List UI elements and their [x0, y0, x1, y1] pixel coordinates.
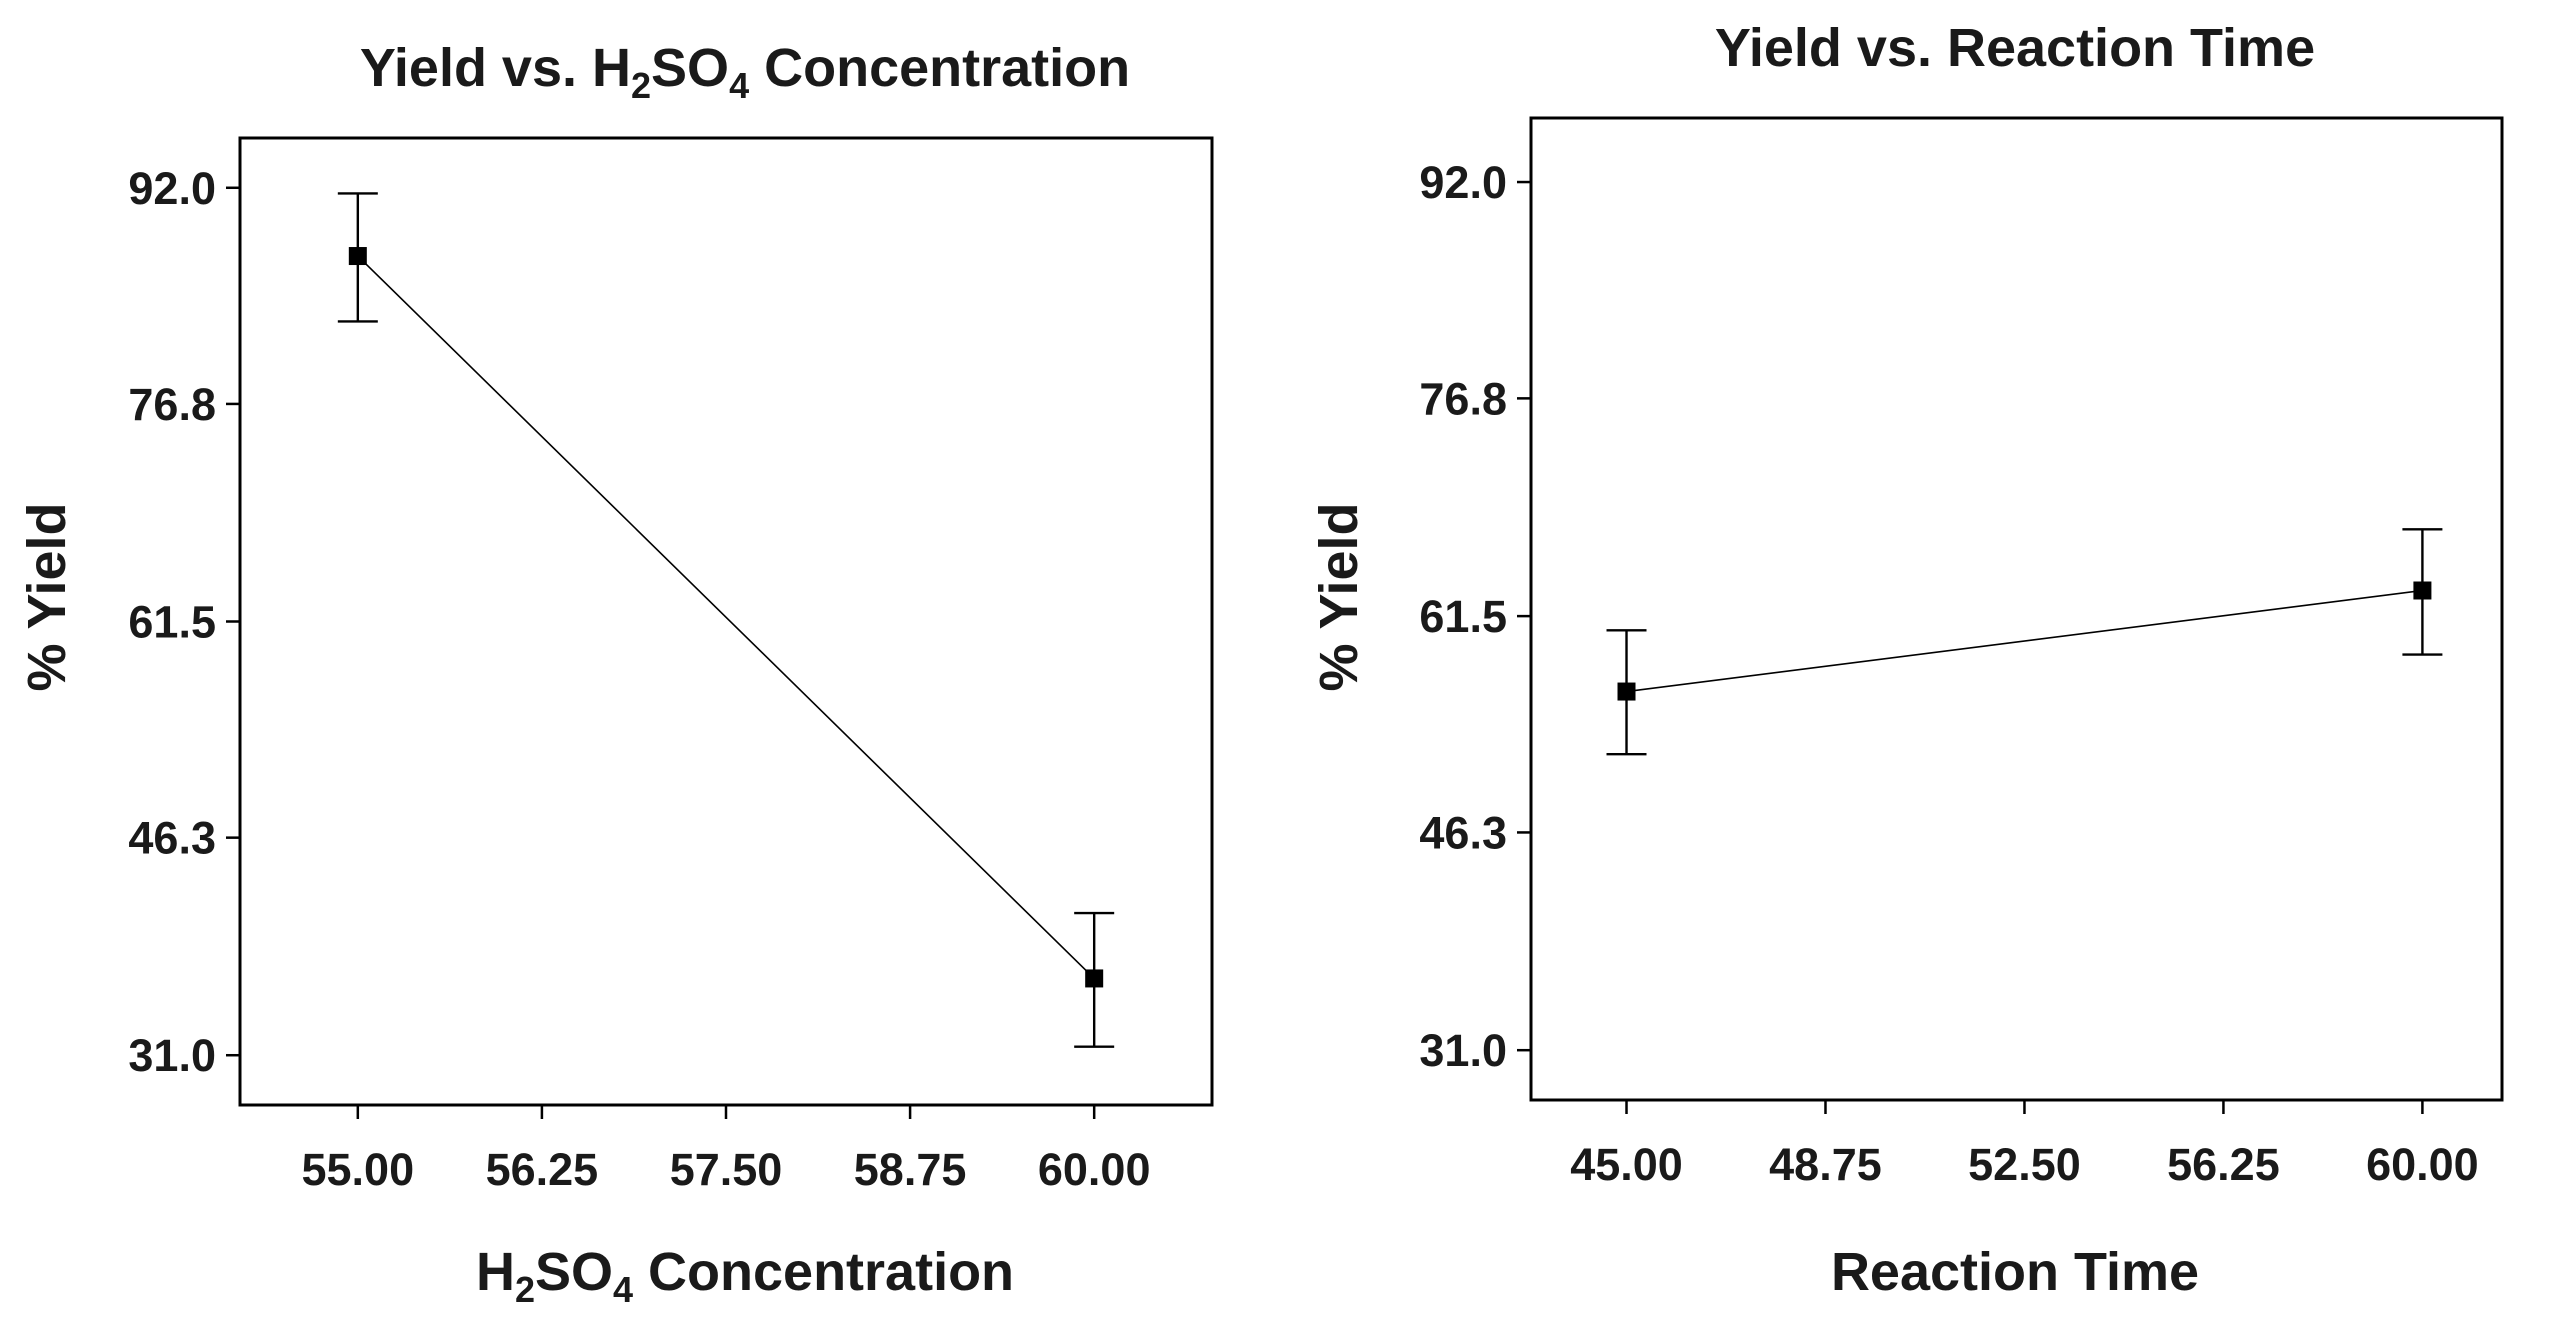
plot-frame	[1529, 116, 2504, 1102]
x-tick-label: 55.00	[302, 1144, 415, 1195]
chart-title: Yield vs. H2SO4 Concentration	[360, 38, 1130, 106]
data-point	[1617, 682, 1636, 701]
y-tick-label: 92.0	[1419, 157, 1507, 208]
y-tick-label: 46.3	[128, 813, 216, 864]
y-axis-label: % Yield	[1309, 502, 1369, 691]
x-tick-label: 60.00	[2366, 1139, 2479, 1190]
y-tick-label: 61.5	[128, 597, 216, 648]
x-tick-label: 60.00	[1038, 1144, 1151, 1195]
y-tick-label: 31.0	[128, 1030, 216, 1081]
data-point	[348, 247, 367, 266]
plot-area: 31.0 46.3 61.5 76.8 92.0 55.00 56.25 57.50 58.75…	[128, 136, 1214, 1195]
y-axis-label: % Yield	[17, 502, 77, 691]
plot-area: 31.0 46.3 61.5 76.8 92.0 45.00 48.75 52.50 56.25…	[1419, 116, 2504, 1190]
chart-yield-vs-h2so4: Yield vs. H2SO4 Concentration % Yield H2…	[17, 38, 1214, 1310]
data-point	[1085, 969, 1104, 988]
x-tick-label: 56.25	[2167, 1139, 2280, 1190]
x-tick-label: 56.25	[486, 1144, 599, 1195]
x-tick-label: 45.00	[1570, 1139, 1683, 1190]
y-tick-label: 46.3	[1419, 807, 1507, 858]
series-line	[357, 255, 1095, 980]
y-tick-label: 76.8	[128, 379, 216, 430]
y-tick-label: 92.0	[128, 163, 216, 214]
y-tick-label: 31.0	[1419, 1025, 1507, 1076]
chart-title: Yield vs. Reaction Time	[1715, 18, 2315, 78]
x-axis-label: H2SO4 Concentration	[476, 1242, 1014, 1310]
y-tick-label: 61.5	[1419, 591, 1507, 642]
x-axis-label: Reaction Time	[1831, 1242, 2199, 1302]
x-tick-label: 57.50	[670, 1144, 783, 1195]
x-tick-label: 52.50	[1968, 1139, 2081, 1190]
x-tick-label: 48.75	[1769, 1139, 1882, 1190]
data-point	[2413, 581, 2432, 600]
series-line	[1626, 589, 2423, 693]
x-tick-label: 58.75	[854, 1144, 967, 1195]
chart-yield-vs-reaction-time: Yield vs. Reaction Time % Yield Reaction…	[1309, 18, 2504, 1302]
y-tick-label: 76.8	[1419, 373, 1507, 424]
